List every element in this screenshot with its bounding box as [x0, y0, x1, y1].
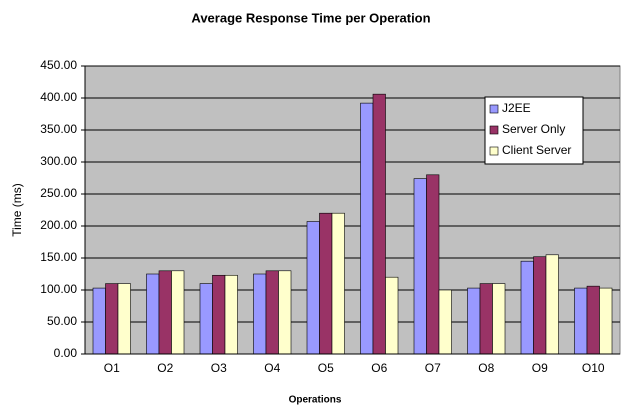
y-tick-label: 400.00	[40, 90, 77, 104]
bar	[105, 283, 119, 355]
legend-swatch	[489, 104, 499, 114]
x-tick-label: O5	[318, 361, 334, 375]
y-tick-label: 150.00	[40, 250, 77, 264]
y-tick-label: 50.00	[47, 314, 77, 328]
bar	[586, 285, 600, 355]
y-tick-label: 250.00	[40, 186, 77, 200]
bar	[212, 274, 226, 355]
legend-label: Client Server	[502, 143, 571, 157]
chart-title: Average Response Time per Operation	[191, 10, 430, 25]
bar	[467, 287, 481, 355]
bar	[306, 221, 320, 355]
legend	[484, 96, 584, 165]
bar	[224, 274, 238, 355]
bar	[574, 287, 588, 355]
x-tick-label: O3	[211, 361, 227, 375]
y-tick-label: 100.00	[40, 282, 77, 296]
bar	[413, 178, 427, 355]
bar	[360, 102, 374, 355]
y-axis-label: Time (ms)	[10, 183, 24, 237]
x-tick-label: O1	[104, 361, 120, 375]
bar	[599, 287, 613, 355]
y-tick-label: 200.00	[40, 218, 77, 232]
bar	[171, 270, 185, 355]
bar	[385, 276, 399, 355]
bar	[372, 93, 386, 355]
bar	[319, 212, 333, 355]
bar	[92, 287, 106, 355]
bar	[438, 289, 452, 355]
bar	[278, 270, 292, 355]
bar	[479, 283, 493, 355]
y-tick-label: 350.00	[40, 122, 77, 136]
x-tick-label: O7	[425, 361, 441, 375]
legend-swatch	[489, 125, 499, 135]
y-tick-label: 450.00	[40, 58, 77, 72]
bar	[545, 254, 559, 355]
x-axis-label: Operations	[289, 395, 342, 406]
bar	[533, 256, 547, 355]
legend-label: J2EE	[502, 101, 531, 115]
bar	[520, 260, 534, 355]
legend-label: Server Only	[502, 122, 565, 136]
bar	[117, 283, 131, 355]
bar	[158, 270, 172, 355]
x-tick-label: O6	[371, 361, 387, 375]
bar	[492, 283, 506, 355]
bar	[426, 174, 440, 355]
bar	[265, 270, 279, 355]
bar	[146, 273, 160, 355]
legend-swatch	[489, 146, 499, 156]
y-tick-label: 300.00	[40, 154, 77, 168]
x-tick-label: O10	[582, 361, 605, 375]
x-tick-label: O8	[478, 361, 494, 375]
bar	[199, 283, 213, 355]
x-tick-label: O4	[264, 361, 280, 375]
y-tick-label: 0.00	[54, 346, 78, 360]
bar	[253, 273, 267, 355]
bar	[331, 212, 345, 355]
x-tick-label: O2	[157, 361, 173, 375]
x-tick-label: O9	[532, 361, 548, 375]
